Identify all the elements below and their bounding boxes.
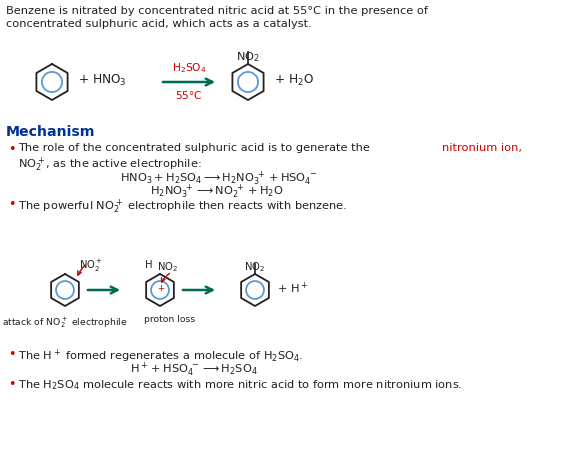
Text: $\mathrm{NO_2^+}$: $\mathrm{NO_2^+}$ xyxy=(79,258,103,274)
Text: The H$_2$SO$_4$ molecule reacts with more nitric acid to form more nitronium ion: The H$_2$SO$_4$ molecule reacts with mor… xyxy=(18,378,462,392)
Text: Benzene is nitrated by concentrated nitric acid at 55°C in the presence of: Benzene is nitrated by concentrated nitr… xyxy=(6,6,428,16)
Text: attack of $\mathrm{NO_2^+}$ electrophile: attack of $\mathrm{NO_2^+}$ electrophile xyxy=(2,315,128,330)
Text: $\mathrm{NO_2}$: $\mathrm{NO_2}$ xyxy=(157,260,178,274)
Text: $+\ \mathrm{H_2O}$: $+\ \mathrm{H_2O}$ xyxy=(274,73,314,88)
Text: The role of the concentrated sulphuric acid is to generate the: The role of the concentrated sulphuric a… xyxy=(18,143,374,153)
Text: $\mathrm{H_2SO_4}$: $\mathrm{H_2SO_4}$ xyxy=(172,61,206,75)
Text: $\mathrm{HNO_3 + H_2SO_4 \longrightarrow H_2NO_3^{\ +} + HSO_4^{\ -}}$: $\mathrm{HNO_3 + H_2SO_4 \longrightarrow… xyxy=(120,170,317,188)
Text: nitronium ion,: nitronium ion, xyxy=(442,143,522,153)
Text: proton loss: proton loss xyxy=(145,315,196,324)
Text: 55$\degree$C: 55$\degree$C xyxy=(175,89,203,101)
Text: The powerful $\mathrm{NO_2^+}$ electrophile then reacts with benzene.: The powerful $\mathrm{NO_2^+}$ electroph… xyxy=(18,198,347,216)
Text: H: H xyxy=(145,260,152,270)
Text: $+$: $+$ xyxy=(157,283,165,293)
Text: The H$^+$ formed regenerates a molecule of H$_2$SO$_4$.: The H$^+$ formed regenerates a molecule … xyxy=(18,348,303,365)
Text: •: • xyxy=(8,378,16,391)
Text: $+\ \mathrm{HNO_3}$: $+\ \mathrm{HNO_3}$ xyxy=(78,73,127,88)
Text: •: • xyxy=(8,348,16,361)
Text: •: • xyxy=(8,143,16,156)
Text: $\mathrm{H^+ + HSO_4^{\ -} \longrightarrow H_2SO_4}$: $\mathrm{H^+ + HSO_4^{\ -} \longrightarr… xyxy=(130,361,258,379)
Text: Mechanism: Mechanism xyxy=(6,125,96,139)
Text: $\mathrm{NO_2^+}$, as the active electrophile:: $\mathrm{NO_2^+}$, as the active electro… xyxy=(18,156,202,174)
Text: $\mathrm{NO_2}$: $\mathrm{NO_2}$ xyxy=(236,50,260,64)
Text: $\mathrm{NO_2}$: $\mathrm{NO_2}$ xyxy=(244,260,266,274)
Text: $+\ \mathrm{H^+}$: $+\ \mathrm{H^+}$ xyxy=(277,280,308,296)
Text: •: • xyxy=(8,198,16,211)
Text: concentrated sulphuric acid, which acts as a catalyst.: concentrated sulphuric acid, which acts … xyxy=(6,19,312,29)
Text: $\mathrm{H_2NO_3^{\ +} \longrightarrow NO_2^{\ +} + H_2O}$: $\mathrm{H_2NO_3^{\ +} \longrightarrow N… xyxy=(150,183,283,201)
